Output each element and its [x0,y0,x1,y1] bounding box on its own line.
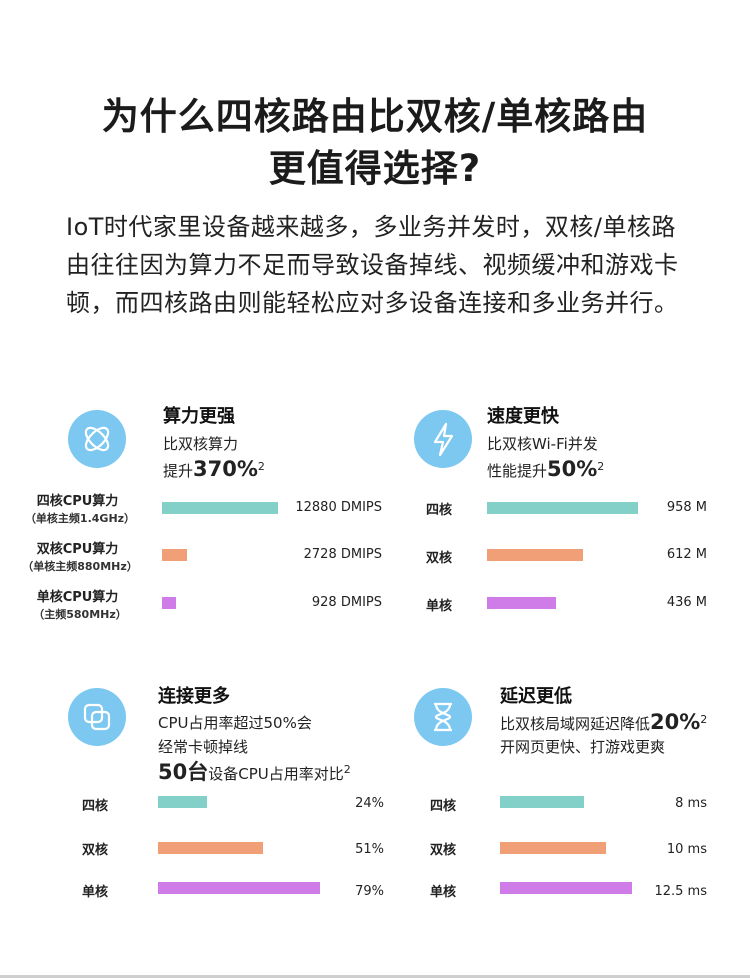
latency-heading: 延迟更低 [500,686,572,707]
compute-desc1: 比双核算力 [163,435,239,453]
latency-bar [500,796,584,808]
latency-bar [500,842,606,854]
speed-bar [487,549,583,561]
overlap-squares-icon [68,688,126,746]
compute-bar [162,549,187,561]
compute-chart: 四核CPU算力 （单核主频1.4GHz） 12880 DMIPS 双核CPU算力… [0,488,385,621]
compute-heading: 算力更强 [163,406,235,427]
intro-line2: 由往往因为算力不足而导致设备掉线、视频缓冲和游戏卡 [66,251,679,279]
connect-row-label: 单核 [82,885,109,900]
speed-row-value: 436 M [666,595,707,610]
compute-row-sublabel: （主频580MHz） [33,608,127,621]
speed-row-label: 单核 [426,599,453,614]
page-title-line2: 更值得选择? [268,147,482,190]
speed-row-label: 四核 [426,503,453,518]
compute-row-label: 双核CPU算力 [36,542,119,557]
speed-bar [487,502,638,514]
compute-row-value: 928 DMIPS [311,595,382,610]
connect-row-value: 79% [355,884,384,899]
latency-row-value: 8 ms [675,796,707,811]
compute-row-value: 12880 DMIPS [295,500,382,515]
latency-desc2: 开网页更快、打游戏更爽 [500,738,666,756]
connect-bar [158,796,207,808]
latency-desc1: 比双核局域网延迟降低20%2 [500,710,708,734]
connect-heading: 连接更多 [158,686,230,707]
speed-row-value: 958 M [666,500,707,515]
speed-desc1: 比双核Wi-Fi并发 [487,435,598,453]
latency-row-label: 四核 [430,799,457,814]
connect-desc2: 经常卡顿掉线 [158,738,249,756]
connect-chart: 四核 24% 双核 51% 单核 79% [0,790,390,900]
connect-row-value: 24% [355,796,384,811]
intro-line1: IoT时代家里设备越来越多，多业务并发时，双核/单核路 [66,213,677,241]
speed-heading: 速度更快 [487,406,559,427]
hourglass-icon [414,688,472,746]
compute-row-label: 单核CPU算力 [36,590,119,605]
latency-chart: 四核 8 ms 双核 10 ms 单核 12.5 ms [420,790,740,900]
atom-icon [68,410,126,468]
speed-chart: 四核 958 M 双核 612 M 单核 436 M [420,488,740,618]
compute-row-value: 2728 DMIPS [303,547,382,562]
latency-bar [500,882,632,894]
latency-row-value: 10 ms [666,842,707,857]
latency-row-label: 单核 [430,885,457,900]
connect-bar [158,882,320,894]
connect-desc3: 50台设备CPU占用率对比2 [158,760,351,784]
latency-row-value: 12.5 ms [654,884,707,899]
compute-row-sublabel: （单核主频880MHz） [22,560,138,573]
speed-desc2: 性能提升50%2 [487,457,605,481]
connect-row-value: 51% [355,842,384,857]
compute-bar [162,597,176,609]
speed-row-label: 双核 [426,551,453,566]
connect-bar [158,842,263,854]
footer-divider [0,975,750,978]
speed-bar [487,597,556,609]
compute-desc2: 提升370%2 [163,457,265,481]
compute-row-label: 四核CPU算力 [36,494,119,509]
intro-line3: 顿，而四核路由则能轻松应对多设备连接和多业务并行。 [66,289,679,317]
latency-row-label: 双核 [430,843,457,858]
speed-row-value: 612 M [666,547,707,562]
compute-row-sublabel: （单核主频1.4GHz） [24,512,136,525]
lightning-icon [414,410,472,468]
page-title-line1: 为什么四核路由比双核/单核路由 [101,95,649,138]
connect-row-label: 双核 [82,843,109,858]
connect-desc1: CPU占用率超过50%会 [158,714,312,732]
connect-row-label: 四核 [82,799,109,814]
compute-bar [162,502,278,514]
